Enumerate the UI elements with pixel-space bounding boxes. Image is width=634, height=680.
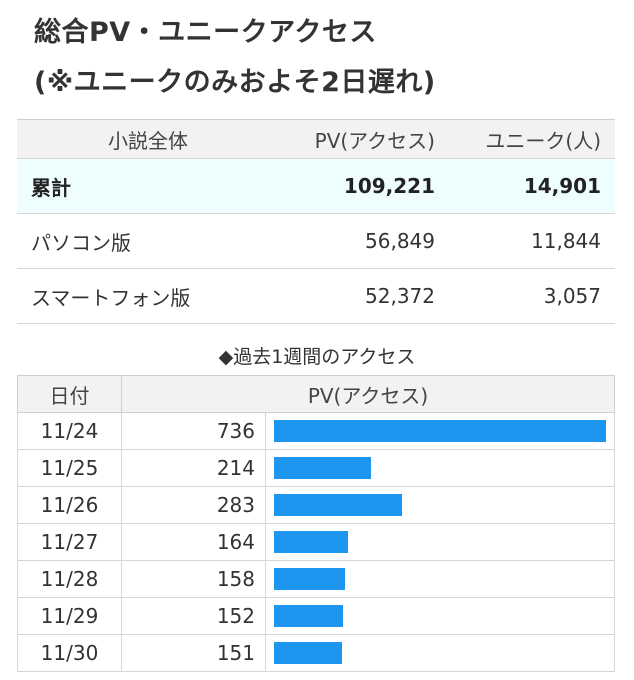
pv-bar bbox=[274, 457, 371, 479]
summary-row-pc: パソコン版 56,849 11,844 bbox=[17, 213, 615, 269]
summary-row-label: パソコン版 bbox=[17, 213, 279, 269]
weekly-section-title: ◆過去1週間のアクセス bbox=[218, 346, 416, 368]
summary-row-pv: 109,221 bbox=[279, 158, 449, 214]
summary-header-pv: PV(アクセス) bbox=[279, 119, 449, 159]
weekly-row: 11/27 164 bbox=[17, 523, 615, 561]
pv-bar bbox=[274, 642, 342, 664]
weekly-row-bar-cell bbox=[265, 486, 615, 524]
weekly-row-bar-cell bbox=[265, 412, 615, 450]
summary-table: 小説全体 PV(アクセス) ユニーク(人) 累計 109,221 14,901 … bbox=[17, 119, 615, 324]
summary-row-total: 累計 109,221 14,901 bbox=[17, 158, 615, 214]
summary-row-smartphone: スマートフォン版 52,372 3,057 bbox=[17, 268, 615, 324]
page-title: 総合PV・ユニークアクセス bbox=[34, 17, 377, 48]
weekly-header-row: 日付 PV(アクセス) bbox=[17, 375, 616, 413]
summary-row-unique: 3,057 bbox=[449, 268, 615, 324]
summary-row-unique: 14,901 bbox=[449, 158, 615, 214]
weekly-row: 11/25 214 bbox=[17, 449, 615, 487]
weekly-header-pv: PV(アクセス) bbox=[120, 375, 616, 413]
pv-bar bbox=[274, 420, 606, 442]
weekly-access-table: 日付 PV(アクセス) 11/24 736 11/25 214 11/26 283 11/2… bbox=[17, 375, 616, 672]
pv-bar bbox=[274, 531, 348, 553]
weekly-row-bar-cell bbox=[265, 560, 615, 598]
weekly-row-date: 11/28 bbox=[17, 560, 122, 598]
summary-row-unique: 11,844 bbox=[449, 213, 615, 269]
weekly-row: 11/30 151 bbox=[17, 634, 615, 672]
summary-row-label: 累計 bbox=[17, 158, 279, 214]
weekly-row: 11/29 152 bbox=[17, 597, 615, 635]
weekly-row-date: 11/27 bbox=[17, 523, 122, 561]
summary-row-label: スマートフォン版 bbox=[17, 268, 279, 324]
weekly-row-pv: 158 bbox=[120, 560, 267, 598]
weekly-row-date: 11/25 bbox=[17, 449, 122, 487]
summary-row-pv: 56,849 bbox=[279, 213, 449, 269]
summary-header-scope: 小説全体 bbox=[17, 119, 279, 159]
pv-bar bbox=[274, 568, 345, 590]
weekly-row-date: 11/26 bbox=[17, 486, 122, 524]
page-subtitle: (※ユニークのみおよそ2日遅れ) bbox=[34, 67, 436, 98]
summary-header-unique: ユニーク(人) bbox=[449, 119, 615, 159]
weekly-row-bar-cell bbox=[265, 634, 615, 672]
weekly-row-bar-cell bbox=[265, 449, 615, 487]
weekly-row-date: 11/29 bbox=[17, 597, 122, 635]
weekly-row-pv: 151 bbox=[120, 634, 267, 672]
weekly-row-pv: 152 bbox=[120, 597, 267, 635]
weekly-row-pv: 283 bbox=[120, 486, 267, 524]
summary-row-pv: 52,372 bbox=[279, 268, 449, 324]
weekly-row-pv: 214 bbox=[120, 449, 267, 487]
weekly-row: 11/28 158 bbox=[17, 560, 615, 598]
summary-header-row: 小説全体 PV(アクセス) ユニーク(人) bbox=[17, 119, 615, 159]
pv-bar bbox=[274, 605, 343, 627]
weekly-row-pv: 164 bbox=[120, 523, 267, 561]
pv-bar bbox=[274, 494, 402, 516]
weekly-row-date: 11/24 bbox=[17, 412, 122, 450]
weekly-header-date: 日付 bbox=[17, 375, 122, 413]
weekly-row: 11/26 283 bbox=[17, 486, 615, 524]
weekly-row: 11/24 736 bbox=[17, 412, 615, 450]
weekly-row-pv: 736 bbox=[120, 412, 267, 450]
weekly-row-bar-cell bbox=[265, 597, 615, 635]
weekly-row-date: 11/30 bbox=[17, 634, 122, 672]
weekly-row-bar-cell bbox=[265, 523, 615, 561]
